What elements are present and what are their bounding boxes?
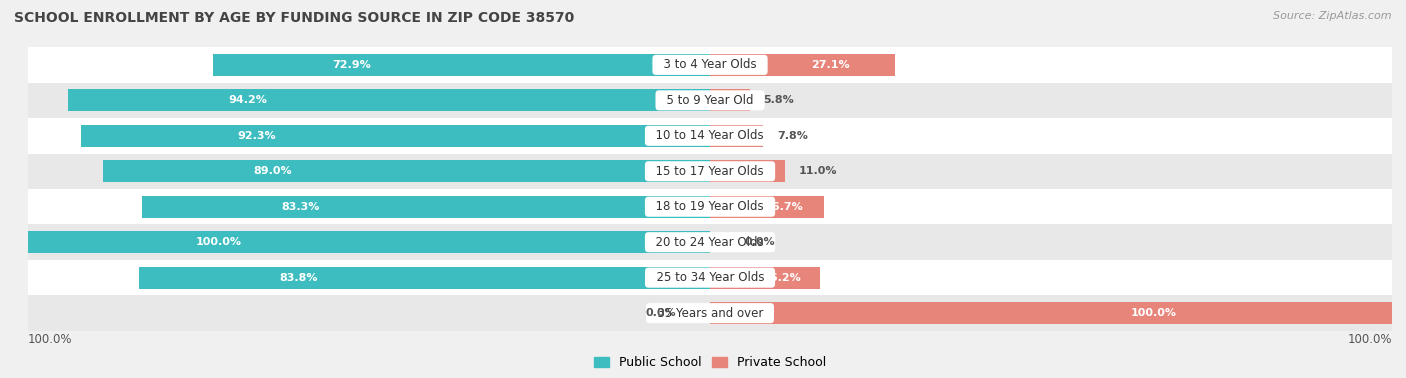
Text: 83.8%: 83.8% [280,273,318,283]
Bar [28,47,1392,83]
Text: 0.0%: 0.0% [645,308,676,318]
Text: 100.0%: 100.0% [195,237,242,247]
Text: 94.2%: 94.2% [228,95,267,105]
Bar [139,266,710,289]
Text: 100.0%: 100.0% [28,333,73,345]
Text: Source: ZipAtlas.com: Source: ZipAtlas.com [1274,11,1392,21]
Text: 16.7%: 16.7% [765,202,803,212]
Bar [28,153,1392,189]
Bar [710,54,894,76]
Text: 25 to 34 Year Olds: 25 to 34 Year Olds [648,271,772,284]
Text: 100.0%: 100.0% [1130,308,1177,318]
Bar [28,231,710,253]
Bar [28,83,1392,118]
Text: 83.3%: 83.3% [281,202,321,212]
Bar [28,260,1392,295]
Bar [103,160,710,182]
Bar [710,196,824,218]
Text: 92.3%: 92.3% [238,131,276,141]
Bar [67,89,710,112]
Text: 35 Years and over: 35 Years and over [650,307,770,320]
Text: 0.0%: 0.0% [744,237,775,247]
Text: SCHOOL ENROLLMENT BY AGE BY FUNDING SOURCE IN ZIP CODE 38570: SCHOOL ENROLLMENT BY AGE BY FUNDING SOUR… [14,11,574,25]
Text: 5 to 9 Year Old: 5 to 9 Year Old [659,94,761,107]
Bar [28,295,1392,331]
Legend: Public School, Private School: Public School, Private School [595,356,825,369]
Text: 5.8%: 5.8% [763,95,794,105]
Bar [710,89,749,112]
Bar [80,125,710,147]
Bar [710,125,763,147]
Text: 3 to 4 Year Olds: 3 to 4 Year Olds [657,58,763,71]
Text: 72.9%: 72.9% [333,60,371,70]
Bar [28,225,1392,260]
Bar [142,196,710,218]
Text: 20 to 24 Year Olds: 20 to 24 Year Olds [648,236,772,249]
Text: 15 to 17 Year Olds: 15 to 17 Year Olds [648,165,772,178]
Text: 18 to 19 Year Olds: 18 to 19 Year Olds [648,200,772,213]
Bar [28,118,1392,153]
Text: 10 to 14 Year Olds: 10 to 14 Year Olds [648,129,772,142]
Text: 89.0%: 89.0% [253,166,292,176]
Bar [212,54,710,76]
Bar [28,189,1392,225]
Bar [710,160,785,182]
Bar [710,266,821,289]
Text: 27.1%: 27.1% [811,60,849,70]
Text: 7.8%: 7.8% [778,131,807,141]
Text: 11.0%: 11.0% [799,166,837,176]
Bar [710,302,1392,324]
Text: 16.2%: 16.2% [762,273,801,283]
Text: 100.0%: 100.0% [1347,333,1392,345]
